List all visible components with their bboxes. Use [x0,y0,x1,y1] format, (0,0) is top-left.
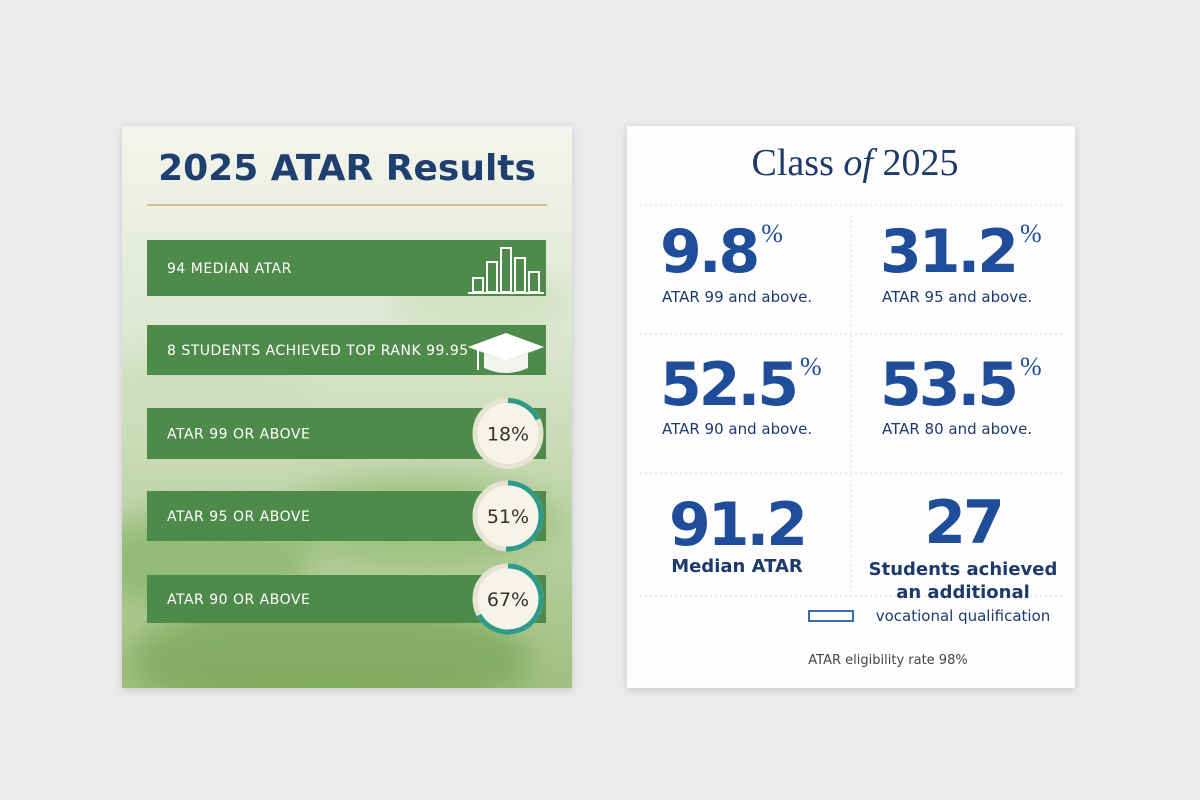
title-end: 2025 [882,142,958,184]
stat-value: 31.2 [880,217,1016,287]
ring-arc [476,563,544,635]
row-label: 94 MEDIAN ATAR [167,261,292,277]
left-title: 2025 ATAR Results [158,148,536,189]
stat-value: 53.5 [880,350,1016,420]
stat-line: Students achieved [869,559,1058,580]
left-card: 2025 ATAR Results 94 MEDIAN ATAR 8 STUDEN… [122,126,572,688]
cert-icon [808,610,854,622]
right-card: Class of 2025 9.8 % ATAR 99 and above. 31.2… [627,126,1075,688]
stat-value: 27 [924,488,1002,558]
row-label: ATAR 99 OR ABOVE [167,427,310,443]
stat-label: ATAR 90 and above. [662,420,812,438]
stat-value: 91.2 [669,490,805,560]
ring-arc [505,480,544,552]
title-middle: of [843,142,877,184]
rows: 94 MEDIAN ATAR 8 STUDENTS ACHIEVED TOP RA… [147,240,546,635]
stat-label: ATAR 80 and above. [882,420,1032,438]
stat-unit: % [800,352,822,381]
stat-label: ATAR 95 and above. [882,288,1032,306]
row-label: ATAR 95 OR ABOVE [167,509,310,525]
title-start: Class [752,142,834,184]
stat-unit: % [761,219,783,248]
stat-line: an additional [896,582,1030,603]
stat-unit: % [1020,219,1042,248]
ring-label: 67% [487,589,529,611]
stat-value: 9.8 [660,217,758,287]
stat-label: Median ATAR [671,556,803,577]
cap-icon [468,333,544,373]
stat-label: ATAR 99 and above. [662,288,812,306]
ring-label: 51% [487,506,529,528]
stats: 9.8 % ATAR 99 and above. 31.2 % ATAR 95 and a… [660,217,1057,625]
stat-unit: % [1020,352,1042,381]
right-title: Class of 2025 [752,142,959,184]
row-label: ATAR 90 OR ABOVE [167,592,310,608]
grid [640,204,1062,597]
row-bar [147,240,546,296]
stat-line: vocational qualification [876,607,1051,625]
row-label: 8 STUDENTS ACHIEVED TOP RANK 99.95 [167,343,469,359]
chart-icon [468,247,544,294]
footer: ATAR eligibility rate 98% [808,653,967,668]
stat-value: 52.5 [660,350,796,420]
ring-arc [507,398,541,421]
ring-label: 18% [487,424,529,446]
